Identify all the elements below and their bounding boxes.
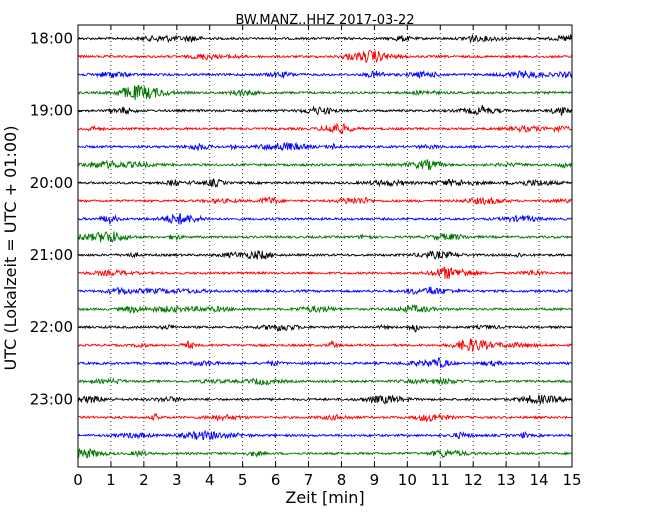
- x-tick-label: 15: [562, 471, 581, 489]
- seismogram-trace: [77, 303, 573, 314]
- x-tick-label: 10: [398, 471, 417, 489]
- x-axis-label: Zeit [min]: [285, 488, 364, 507]
- seismogram-trace: [77, 338, 573, 353]
- seismogram-trace: [77, 141, 573, 152]
- y-tick-label: 18:00: [30, 30, 73, 48]
- seismogram-traces: [77, 33, 573, 459]
- x-axis-ticks: 0 1 2 3 4 5 6 7 8 9 10 11 12 13 14 15: [73, 25, 582, 489]
- seismogram-trace: [77, 122, 573, 135]
- x-tick-label: 4: [205, 471, 215, 489]
- seismogram-trace: [77, 394, 573, 406]
- y-axis-ticks: 18:00 19:00 20:00 21:00 22:00 23:00: [30, 30, 572, 408]
- seismogram-trace: [77, 231, 573, 243]
- seismogram-trace: [77, 447, 573, 459]
- y-tick-label: 19:00: [30, 102, 73, 120]
- y-tick-label: 20:00: [30, 174, 73, 192]
- y-tick-label: 23:00: [30, 390, 73, 408]
- x-tick-label: 2: [139, 471, 149, 489]
- x-tick-label: 12: [464, 471, 483, 489]
- seismogram-trace: [78, 412, 573, 423]
- seismogram-trace: [77, 69, 573, 80]
- seismogram-trace: [77, 323, 573, 333]
- x-tick-label: 3: [172, 471, 182, 489]
- x-tick-label: 8: [337, 471, 347, 489]
- x-tick-label: 5: [238, 471, 248, 489]
- x-tick-label: 9: [370, 471, 380, 489]
- x-tick-label: 7: [304, 471, 314, 489]
- seismogram-trace: [77, 159, 573, 171]
- seismogram-trace: [77, 196, 573, 206]
- y-tick-label: 22:00: [30, 318, 73, 336]
- chart-title: BW.MANZ..HHZ 2017-03-22: [235, 13, 414, 28]
- y-tick-label: 21:00: [30, 246, 73, 264]
- seismogram-trace: [77, 213, 573, 226]
- seismogram-trace: [77, 177, 573, 188]
- x-tick-label: 6: [271, 471, 281, 489]
- seismogram-trace: [77, 50, 573, 64]
- seismogram-trace: [77, 84, 573, 101]
- seismogram-trace: [77, 104, 573, 117]
- seismogram-trace: [77, 266, 573, 280]
- seismogram-trace: [77, 430, 573, 441]
- x-tick-label: 11: [431, 471, 450, 489]
- seismogram-trace: [77, 357, 573, 368]
- plot-frame: [77, 24, 573, 468]
- x-tick-label: 13: [497, 471, 516, 489]
- y-axis-label: UTC (Lokalzeit = UTC + 01:00): [1, 126, 20, 371]
- seismogram-trace: [77, 286, 573, 296]
- seismogram-trace: [77, 250, 573, 260]
- x-tick-label: 0: [73, 471, 83, 489]
- vertical-grid: [110, 25, 540, 467]
- x-tick-label: 14: [530, 471, 549, 489]
- seismogram-trace: [78, 33, 573, 44]
- seismogram-trace: [77, 377, 573, 386]
- x-tick-label: 1: [106, 471, 116, 489]
